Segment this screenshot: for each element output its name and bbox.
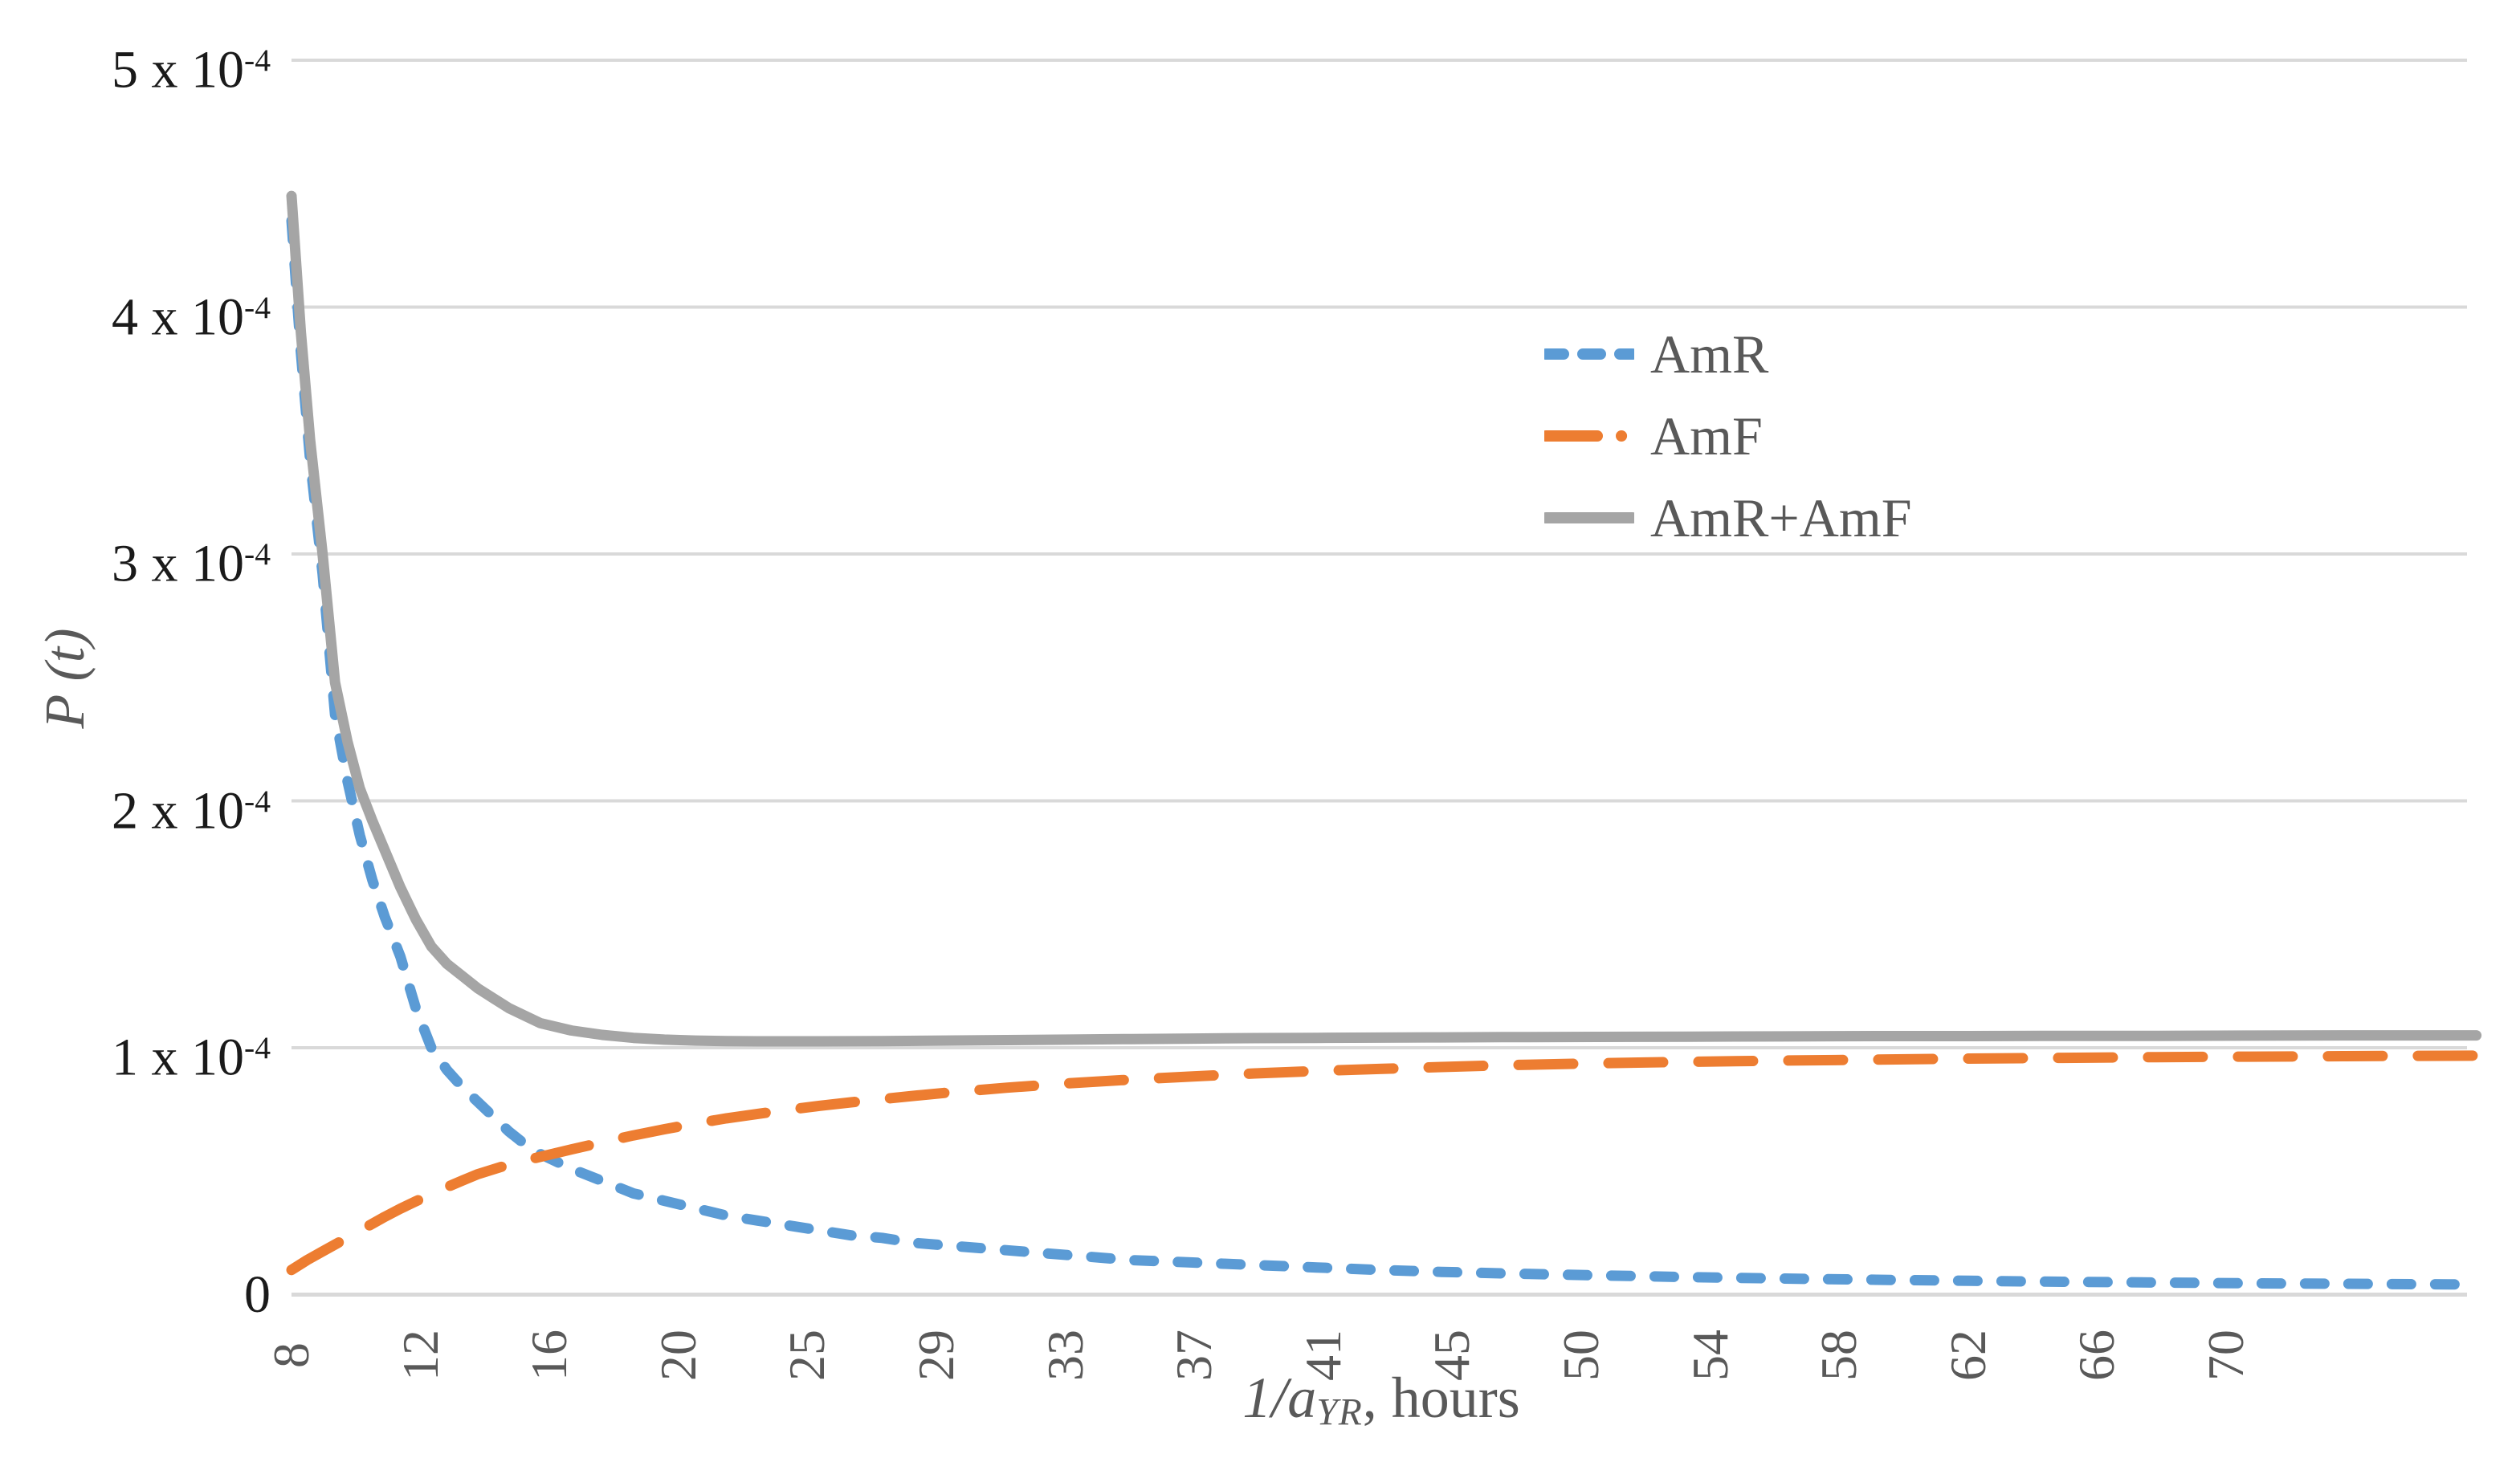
y-tick-label: 1 x 10-4 [112,1028,271,1087]
legend-swatch-solid-line-icon [1544,512,1634,523]
series-line-amr [286,215,2482,1290]
legend-item-amr-plus-amf: AmR+AmF [1544,477,1912,559]
y-tick-label: 5 x 10-4 [112,40,271,100]
legend-label-amr-plus-amf: AmR+AmF [1650,487,1912,548]
legend-label-amr: AmR [1650,324,1769,385]
legend-swatch-longdash-dot-icon [1544,430,1634,442]
series-line-amf [286,1050,2482,1276]
series-line-amr-plus-amf [286,190,2482,1047]
x-axis-title: 1/aYR, hours [292,1365,2471,1435]
y-tick-label: 2 x 10-4 [112,781,271,841]
legend-swatch-dashed-line-icon [1544,348,1634,360]
x-axis-title-subscript: YR [1316,1391,1363,1434]
x-axis-title-rest: , hours [1362,1366,1520,1430]
x-axis-title-lead: 1/a [1242,1366,1317,1430]
y-tick-label: 0 [244,1265,271,1324]
y-tick-label: 4 x 10-4 [112,287,271,347]
y-axis-title: P (t) [35,628,96,729]
legend-item-amf: AmF [1544,395,1912,477]
legend-item-amr: AmR [1544,313,1912,395]
y-tick-label: 3 x 10-4 [112,534,271,593]
legend: AmR AmF AmR+AmF [1544,313,1912,559]
legend-label-amf: AmF [1650,405,1763,466]
